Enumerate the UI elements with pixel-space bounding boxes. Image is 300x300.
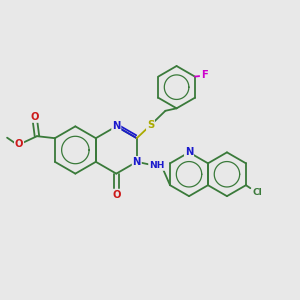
Text: N: N: [112, 122, 121, 131]
Text: S: S: [147, 120, 154, 130]
Text: N: N: [185, 147, 193, 158]
Text: NH: NH: [149, 161, 164, 170]
Text: Cl: Cl: [252, 188, 262, 197]
Text: O: O: [15, 139, 23, 149]
Text: O: O: [112, 190, 121, 200]
Text: N: N: [133, 157, 141, 167]
Text: O: O: [31, 112, 39, 122]
Text: F: F: [201, 70, 208, 80]
